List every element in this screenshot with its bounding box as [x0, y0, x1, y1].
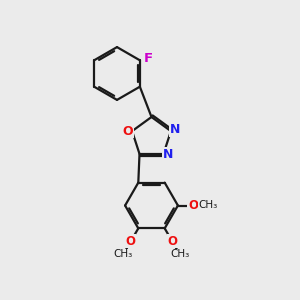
Text: F: F	[144, 52, 153, 65]
Text: CH₃: CH₃	[198, 200, 218, 211]
Text: N: N	[170, 123, 180, 136]
Text: O: O	[188, 199, 198, 212]
Text: O: O	[123, 124, 133, 138]
Text: O: O	[167, 235, 177, 248]
Text: CH₃: CH₃	[170, 249, 189, 259]
Text: O: O	[126, 235, 136, 248]
Text: CH₃: CH₃	[114, 249, 133, 259]
Text: N: N	[163, 148, 173, 161]
